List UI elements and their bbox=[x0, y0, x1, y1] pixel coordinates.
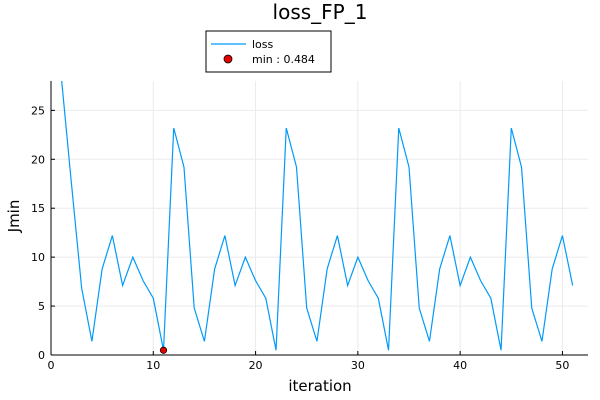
min-point bbox=[159, 346, 168, 354]
x-tick-label: 50 bbox=[555, 359, 569, 372]
legend-entry-loss: loss bbox=[252, 38, 274, 51]
x-tick-label: 20 bbox=[249, 359, 263, 372]
y-tick-label: 0 bbox=[38, 349, 45, 362]
axes bbox=[50, 81, 588, 356]
series-loss bbox=[61, 81, 574, 351]
x-tick-label: 10 bbox=[146, 359, 160, 372]
series-line-loss bbox=[61, 81, 574, 351]
legend-marker-swatch bbox=[223, 54, 233, 64]
y-tick-label: 10 bbox=[31, 251, 45, 264]
legend: loss min : 0.484 bbox=[205, 30, 332, 73]
y-ticks: 0 5 10 15 20 25 bbox=[31, 104, 55, 362]
min-marker-layer bbox=[159, 346, 168, 354]
y-axis-label: Jmin bbox=[5, 200, 23, 234]
chart-title: loss_FP_1 bbox=[273, 0, 368, 24]
x-ticks: 0 10 20 30 40 50 bbox=[48, 351, 569, 372]
x-tick-label: 0 bbox=[48, 359, 55, 372]
y-tick-label: 15 bbox=[31, 202, 45, 215]
legend-box bbox=[205, 30, 332, 73]
x-tick-label: 40 bbox=[453, 359, 467, 372]
y-tick-label: 5 bbox=[38, 300, 45, 313]
x-tick-label: 30 bbox=[351, 359, 365, 372]
legend-entry-min: min : 0.484 bbox=[252, 53, 315, 66]
y-tick-label: 25 bbox=[31, 104, 45, 117]
y-tick-label: 20 bbox=[31, 153, 45, 166]
x-axis-label: iteration bbox=[288, 377, 351, 395]
